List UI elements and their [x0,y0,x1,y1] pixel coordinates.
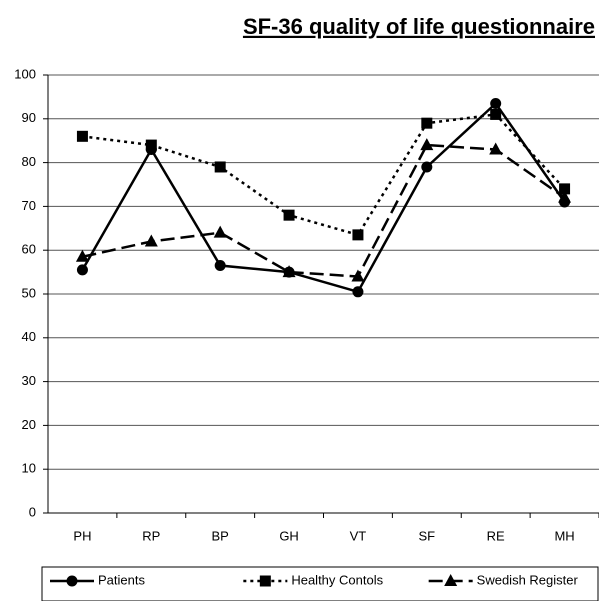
data-point [144,234,158,247]
y-tick-label: 60 [22,242,36,257]
data-point [214,161,226,173]
series-line [82,143,566,278]
x-tick-label: RE [487,528,505,543]
data-point [282,265,296,278]
y-tick-label: 100 [14,66,36,81]
data-point [352,286,364,298]
y-tick-label: 20 [22,417,36,432]
x-tick-label: VT [350,528,367,543]
y-tick-label: 10 [22,461,36,476]
y-tick-label: 80 [22,154,36,169]
data-point [489,142,503,155]
data-point [420,138,434,151]
legend-label: Healthy Contols [291,572,383,587]
legend-marker [444,574,458,586]
x-tick-label: SF [419,528,436,543]
data-point [558,190,572,203]
x-tick-label: RP [142,528,160,543]
data-point [145,139,157,151]
data-point [352,229,364,241]
data-point [76,130,88,142]
data-point [490,97,502,109]
data-point [421,161,433,173]
data-point [559,183,571,195]
data-point [75,249,89,262]
legend-marker [66,575,78,587]
legend-box [41,566,599,601]
y-tick-label: 30 [22,373,36,388]
data-point [351,269,365,282]
series-line [81,101,566,294]
y-tick-label: 0 [29,504,36,519]
data-point [490,108,502,120]
data-point [76,264,88,276]
data-point [214,260,226,272]
y-tick-label: 90 [22,110,36,125]
data-point [283,209,295,221]
x-tick-label: BP [212,528,229,543]
series-line [82,113,566,237]
x-tick-label: MH [554,528,574,543]
legend-marker [259,575,271,587]
x-tick-label: PH [73,528,91,543]
legend-label: Patients [98,572,145,587]
y-tick-label: 70 [22,198,36,213]
data-point [421,117,433,129]
y-tick-label: 50 [22,285,36,300]
data-point [213,225,227,238]
x-tick-label: GH [279,528,299,543]
y-tick-label: 40 [22,329,36,344]
chart-title: SF-36 quality of life questionnaire [243,14,595,39]
legend-label: Swedish Register [477,572,579,587]
